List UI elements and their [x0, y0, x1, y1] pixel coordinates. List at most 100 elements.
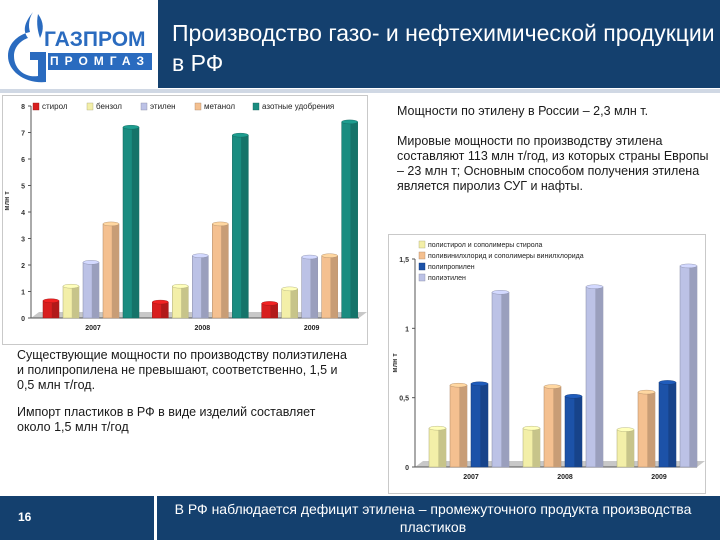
c1-legend-label: азотные удобрения	[262, 102, 334, 111]
c2-bar	[679, 263, 698, 468]
c2-bar	[658, 380, 677, 468]
c2-bar-top	[449, 382, 468, 388]
c2-bar-shade	[438, 428, 446, 467]
c1-bar	[172, 283, 189, 319]
note-world-capacity: Мировые мощности по производству этилена…	[397, 134, 709, 193]
c1-bar	[301, 254, 318, 319]
c1-bar-shade	[241, 135, 249, 318]
c1-legend-swatch	[252, 102, 260, 111]
c2-legend-swatch	[418, 251, 426, 260]
c1-bar	[62, 283, 80, 319]
footer-conclusion: В РФ наблюдается дефицит этилена – проме…	[174, 501, 692, 535]
c2-bar-top	[428, 425, 447, 431]
c1-bar-shade	[270, 303, 278, 318]
page-number: 16	[18, 510, 32, 524]
c1-bar-top	[321, 253, 338, 258]
c2-bar	[585, 284, 604, 468]
c1-bar-top	[212, 221, 229, 227]
c1-x-tick-label: 2007	[85, 325, 101, 332]
c1-bar-top	[281, 286, 298, 292]
c1-bar-top	[301, 254, 318, 260]
c2-legend-label: поливинилхлорид и сополимеры винилхлорид…	[428, 253, 584, 260]
c2-bar	[470, 381, 489, 468]
c2-bar-shade	[532, 428, 540, 467]
c1-bar-shade	[91, 262, 99, 318]
note-ethylene-capacity: Мощности по этилену в России – 2,3 млн т…	[397, 104, 649, 118]
c2-bar-shade	[480, 383, 488, 467]
c2-bar-top	[585, 284, 604, 289]
c1-bar-top	[42, 298, 60, 303]
c2-legend-label: полипропилен	[428, 264, 475, 271]
c1-legend-swatch	[32, 102, 40, 111]
c1-bar	[212, 221, 229, 319]
flame-logo-icon	[8, 12, 46, 83]
c1-bar-top	[102, 221, 120, 227]
c1-bar	[122, 125, 140, 319]
c1-bar-shade	[350, 121, 358, 319]
c2-bar	[564, 394, 583, 468]
logo-top-text: ГАЗПРОМ	[44, 28, 146, 51]
c1-x-tick-label: 2009	[304, 325, 320, 332]
c2-bar-shade	[689, 265, 697, 467]
c1-legend-swatch	[140, 102, 148, 111]
c1-legend-swatch	[86, 102, 94, 111]
c1-bar	[321, 253, 338, 319]
c2-bar-shade	[595, 286, 603, 467]
c2-x-tick-label: 2007	[463, 474, 479, 481]
c1-y-tick-label: 3	[21, 237, 25, 244]
c1-bar-top	[172, 283, 189, 289]
c1-bar-top	[192, 253, 209, 258]
c1-bar-top	[152, 299, 169, 305]
page-title: Производство газо- и нефтехимической про…	[172, 20, 715, 76]
logo-bottom-box	[48, 53, 152, 70]
c2-bar-top	[679, 263, 698, 269]
c1-bar-top	[261, 301, 278, 306]
c2-bar-shade	[501, 292, 509, 467]
c2-bar-top	[564, 394, 583, 399]
c1-legend-label: стирол	[42, 102, 68, 111]
c1-bar	[192, 253, 209, 319]
c1-bar	[261, 301, 278, 319]
c1-y-tick-label: 1	[21, 290, 25, 297]
c1-bar-shade	[111, 223, 119, 318]
note-polymer-capacity: Существующие мощности по производству по…	[17, 348, 347, 392]
c1-bar	[341, 119, 358, 319]
c1-y-tick-label: 2	[21, 263, 25, 270]
c2-legend-label: полистирол и сополимеры стирола	[428, 242, 543, 249]
c2-bar	[491, 290, 510, 468]
c1-bar	[82, 260, 100, 319]
c1-bar-shade	[330, 255, 338, 318]
c1-legend-swatch	[194, 102, 202, 111]
chart-plastics-svg: 0 0,5 1 1,5 млн т 2007 2008 2009 полистирол и со…	[392, 240, 705, 481]
c1-y-tick-label: 6	[21, 157, 25, 164]
footer: 16 В РФ наблюдается дефицит этилена – пр…	[0, 496, 720, 540]
c1-bar-shade	[161, 302, 169, 318]
c1-bar-top	[232, 132, 249, 138]
c2-bar-top	[616, 427, 635, 432]
header-divider	[0, 89, 720, 93]
note-import: Импорт пластиков в РФ в виде изделий сос…	[17, 405, 316, 434]
c1-y-axis-label: млн т	[4, 191, 11, 211]
c2-bar	[616, 427, 635, 468]
c2-bar-shade	[647, 392, 655, 467]
footer-page-box: 16	[0, 496, 154, 540]
c2-legend-label: полиэтилен	[428, 275, 466, 282]
c1-bar-shade	[290, 288, 298, 318]
c2-bar-top	[658, 380, 677, 385]
c1-legend-label: бензол	[96, 102, 122, 111]
c1-bar	[42, 298, 60, 319]
c2-y-axis-label: млн т	[392, 353, 399, 373]
chart-chemicals-svg: 0 1 2 3 4 5 6 7 8 млн т 2007 2008 2009 стирол бензол эт…	[4, 102, 367, 332]
c2-x-tick-label: 2008	[557, 474, 573, 481]
c2-bar	[449, 382, 468, 468]
c2-y-tick-label: 1	[405, 326, 409, 333]
logo-bottom-text: ПРОМГАЗ	[49, 54, 151, 68]
c2-y-tick-label: 1,5	[399, 257, 409, 264]
c2-bar-shade	[668, 382, 676, 467]
c2-legend-swatch	[418, 240, 426, 249]
chart-chemicals: 0 1 2 3 4 5 6 7 8 млн т 2007 2008 2009 стирол бензол эт…	[2, 95, 368, 345]
c1-bar-shade	[310, 257, 318, 318]
c1-bar	[152, 299, 169, 319]
c1-y-tick-label: 8	[21, 104, 25, 111]
